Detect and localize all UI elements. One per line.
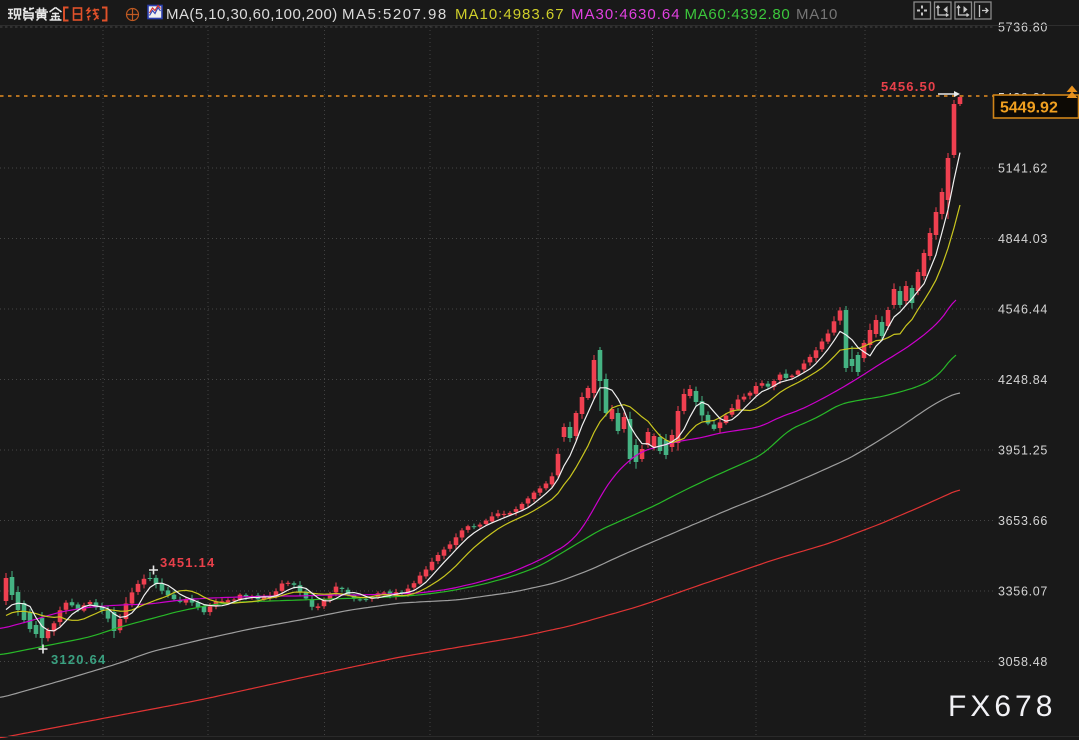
svg-text:3120.64: 3120.64: [51, 652, 106, 667]
svg-text:5141.62: 5141.62: [998, 162, 1048, 176]
svg-text:4546.44: 4546.44: [998, 303, 1048, 317]
svg-text:MA10: MA10: [796, 6, 838, 23]
svg-text:5736.80: 5736.80: [998, 21, 1048, 35]
svg-text:3951.25: 3951.25: [998, 444, 1048, 458]
svg-text:3451.14: 3451.14: [160, 555, 215, 570]
svg-text:3356.07: 3356.07: [998, 585, 1048, 599]
svg-text:5449.92: 5449.92: [1000, 100, 1058, 117]
svg-text:MA10:4983.67: MA10:4983.67: [455, 6, 565, 23]
svg-text:4248.84: 4248.84: [998, 373, 1048, 387]
svg-text:MA5:5207.98: MA5:5207.98: [342, 6, 448, 23]
svg-text:5456.50: 5456.50: [881, 79, 936, 94]
svg-text:3653.66: 3653.66: [998, 514, 1048, 528]
svg-text:MA60:4392.80: MA60:4392.80: [685, 6, 791, 23]
svg-text:MA30:4630.64: MA30:4630.64: [571, 6, 681, 23]
svg-text:3058.48: 3058.48: [998, 655, 1048, 669]
svg-text:FX678: FX678: [948, 690, 1056, 723]
svg-text:4844.03: 4844.03: [998, 232, 1048, 246]
svg-text:MA(5,10,30,60,100,200): MA(5,10,30,60,100,200): [166, 6, 338, 23]
